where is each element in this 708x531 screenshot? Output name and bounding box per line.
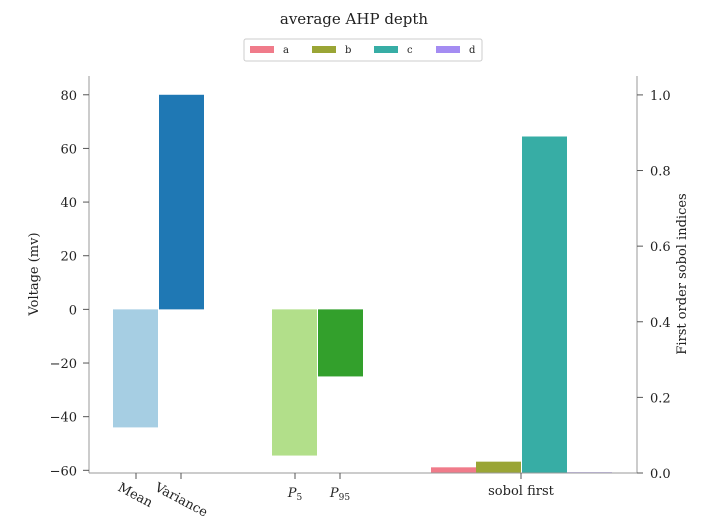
left-tick-label: −40: [50, 411, 77, 426]
sobol-bar-b: [476, 461, 521, 473]
subscript: 95: [339, 493, 351, 503]
x-tick-label-sobol: sobol first: [488, 484, 554, 499]
legend-label-b: b: [345, 45, 351, 56]
right-tick-label: 0.2: [650, 391, 671, 406]
legend-frame: [243, 38, 483, 62]
legend-label-c: c: [407, 45, 413, 56]
bar-variance: [159, 94, 204, 310]
legend: a b c d: [243, 38, 483, 62]
plot-area: 80 60 40 20 0 −20 −40 −60 1.0 0.8 0.6 0.4 0.2 0.0 Me…: [50, 76, 671, 521]
left-tick-label: −20: [50, 357, 77, 372]
chart-title: average AHP depth: [280, 10, 429, 28]
x-tick-label-variance: Variance: [151, 480, 210, 521]
left-tick-label: 60: [60, 142, 77, 157]
sobol-bar-c: [522, 136, 567, 473]
subscript: 5: [297, 493, 303, 503]
right-tick-label: 0.6: [650, 240, 671, 255]
right-tick-label: 0.0: [650, 467, 671, 482]
legend-swatch-b: [312, 46, 336, 53]
bar-p5: [272, 309, 317, 456]
x-tick-label-mean: Mean: [115, 480, 155, 511]
y-axis-label-left: Voltage (mv): [27, 232, 42, 316]
right-tick-label: 0.8: [650, 165, 671, 180]
right-tick-label: 1.0: [650, 89, 671, 104]
bar-mean: [113, 309, 158, 428]
bar-p95: [318, 309, 363, 377]
left-tick-label: 0: [69, 303, 77, 318]
sobol-bar-a: [431, 467, 476, 473]
legend-swatch-c: [374, 46, 398, 53]
legend-swatch-a: [250, 46, 274, 53]
legend-swatch-d: [436, 46, 460, 53]
x-tick-label-p5: P5: [287, 486, 303, 503]
left-tick-label: 40: [60, 196, 77, 211]
left-tick-label: 20: [60, 250, 77, 265]
x-tick-label-p95: P95: [329, 486, 350, 503]
left-tick-label: −60: [50, 464, 77, 479]
left-tick-label: 80: [60, 89, 77, 104]
right-tick-label: 0.4: [650, 316, 671, 331]
legend-label-a: a: [283, 45, 289, 56]
y-axis-label-right: First order sobol indices: [675, 193, 690, 354]
legend-label-d: d: [469, 45, 476, 56]
